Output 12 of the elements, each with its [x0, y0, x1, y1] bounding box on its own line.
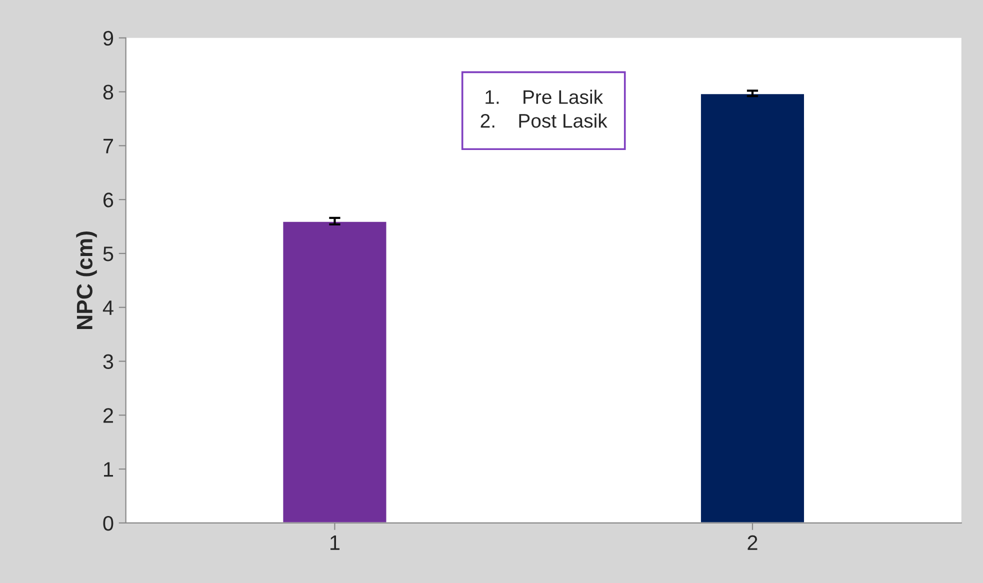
y-tick-label: 7	[104, 138, 113, 154]
y-tick-label: 2	[103, 408, 113, 423]
annotation: 1. Pre Lasik 2. Post Lasik	[480, 90, 608, 128]
y-tick-label: 9	[103, 30, 114, 46]
y-tick-label: 4	[102, 300, 114, 315]
y-tick-label: 8	[103, 84, 114, 100]
y-axis-title: NPC (cm)	[76, 232, 97, 329]
y-tick-label: 5	[103, 246, 114, 262]
y-tick-label: 3	[103, 354, 114, 370]
y-tick-label: 0	[103, 516, 114, 531]
y-tick-label: 6	[103, 192, 114, 208]
y-tick-label: 1	[104, 462, 114, 477]
